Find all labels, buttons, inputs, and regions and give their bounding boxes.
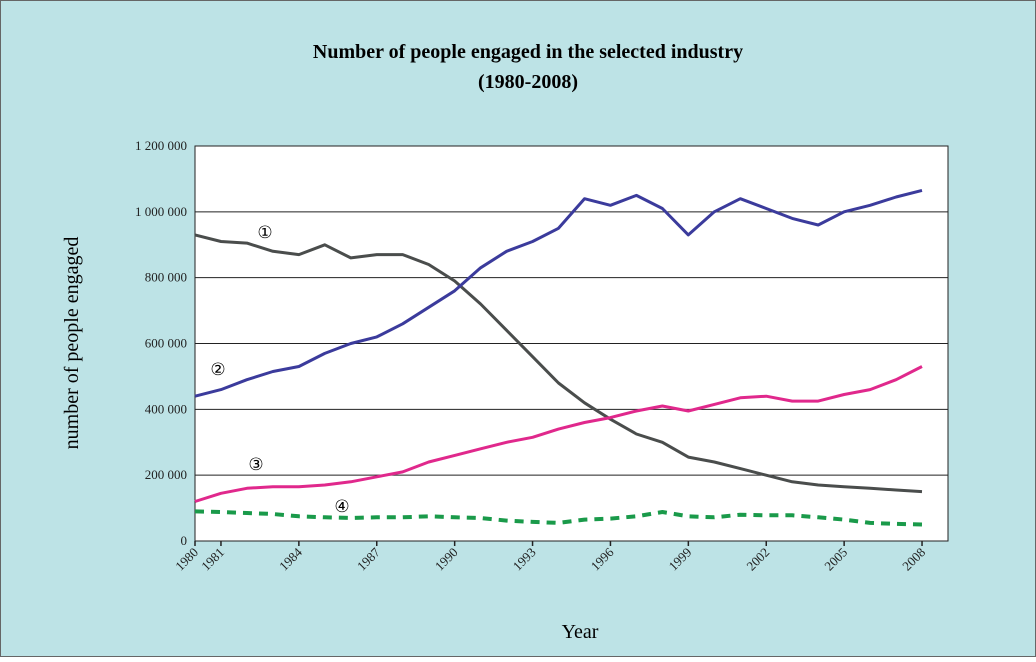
y-tick-label: 400 000 [145, 401, 187, 416]
annotation: ① [257, 223, 272, 242]
y-tick-label: 200 000 [145, 467, 187, 482]
series-line [194, 188, 923, 398]
chart-title: Number of people engaged in the selected… [313, 41, 743, 63]
series-line [194, 233, 923, 494]
y-tick-label: 1 200 000 [135, 138, 187, 153]
annotation: ③ [248, 455, 263, 474]
series-line [194, 365, 923, 503]
y-tick-label: 1 000 000 [135, 204, 187, 219]
y-axis-label: number of people engaged [61, 237, 83, 450]
y-tick-label: 800 000 [145, 270, 187, 285]
y-tick-label: 0 [181, 533, 188, 548]
chart-subtitle: (1980-2008) [478, 71, 578, 93]
annotation: ④ [334, 497, 349, 516]
annotation: ② [210, 360, 225, 379]
x-axis-label: Year [562, 621, 599, 643]
y-tick-label: 600 000 [145, 336, 187, 351]
